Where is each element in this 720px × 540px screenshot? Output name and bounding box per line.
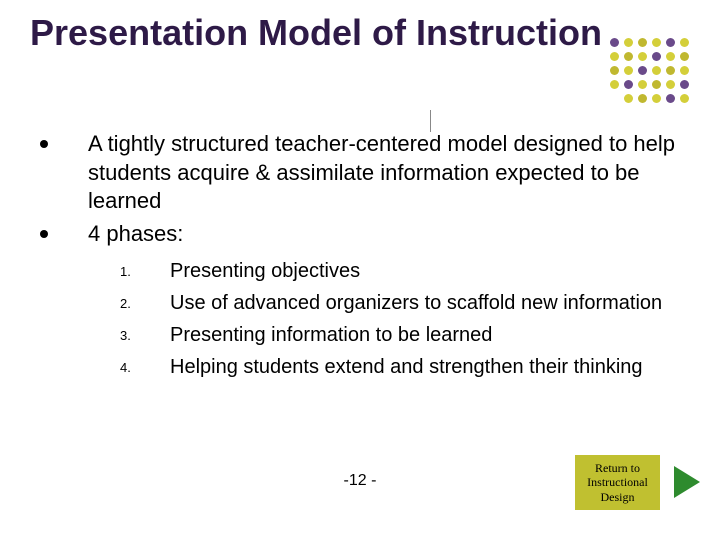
number-marker: 1. — [120, 258, 170, 279]
list-item: 4 phases: — [40, 220, 680, 249]
bullet-text: 4 phases: — [88, 220, 183, 249]
list-item: 3. Presenting information to be learned — [120, 322, 680, 348]
list-item: A tightly structured teacher-centered mo… — [40, 130, 680, 216]
bullet-icon — [40, 140, 48, 148]
list-item: 2. Use of advanced organizers to scaffol… — [120, 290, 680, 316]
decorative-dots — [610, 38, 710, 118]
return-button[interactable]: Return to Instructional Design — [575, 455, 660, 510]
slide-footer: -12 - Return to Instructional Design — [0, 450, 720, 520]
number-marker: 3. — [120, 322, 170, 343]
phase-text: Presenting objectives — [170, 258, 360, 284]
slide-title: Presentation Model of Instruction — [30, 12, 602, 53]
number-marker: 2. — [120, 290, 170, 311]
phase-text: Presenting information to be learned — [170, 322, 492, 348]
list-item: 1. Presenting objectives — [120, 258, 680, 284]
divider-line — [430, 110, 431, 132]
slide-content: A tightly structured teacher-centered mo… — [40, 130, 680, 386]
phase-text: Use of advanced organizers to scaffold n… — [170, 290, 662, 316]
next-arrow-icon[interactable] — [674, 466, 700, 498]
bullet-list: A tightly structured teacher-centered mo… — [40, 130, 680, 248]
list-item: 4. Helping students extend and strengthe… — [120, 354, 680, 380]
number-marker: 4. — [120, 354, 170, 375]
numbered-list: 1. Presenting objectives 2. Use of advan… — [120, 258, 680, 380]
bullet-text: A tightly structured teacher-centered mo… — [88, 130, 680, 216]
page-number: -12 - — [344, 472, 377, 490]
phase-text: Helping students extend and strengthen t… — [170, 354, 643, 380]
bullet-icon — [40, 230, 48, 238]
